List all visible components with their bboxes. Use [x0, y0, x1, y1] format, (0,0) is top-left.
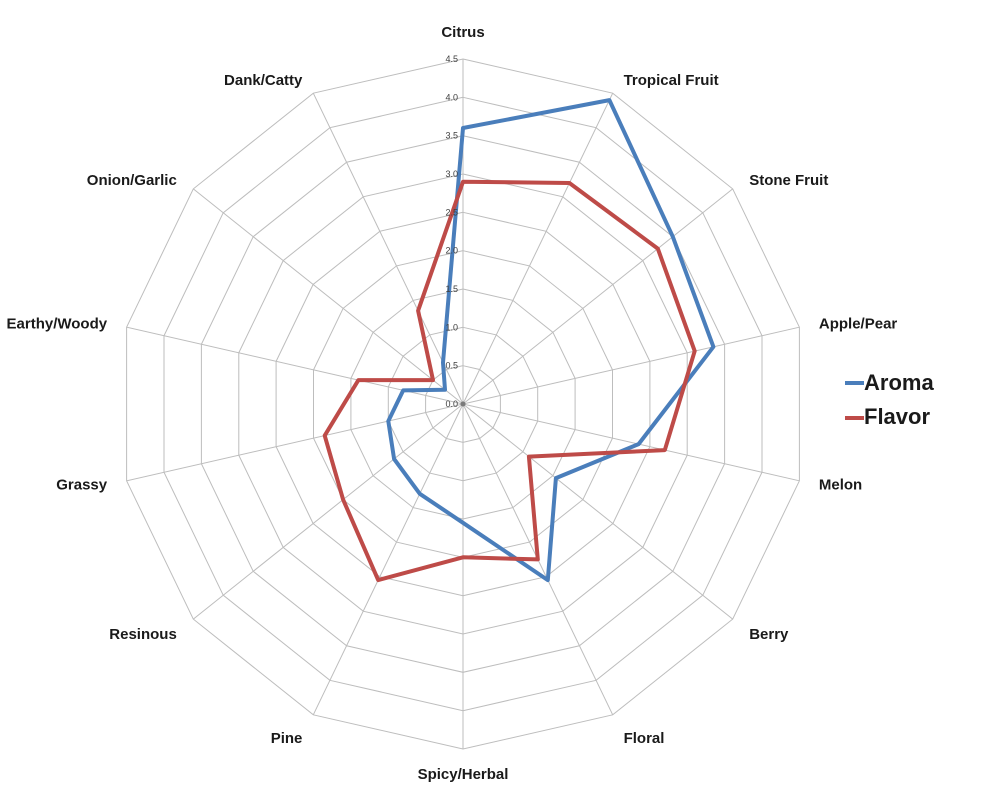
- radial-tick-label: 4.5: [445, 54, 458, 64]
- category-label-citrus: Citrus: [441, 24, 484, 41]
- category-label-pine: Pine: [271, 730, 303, 747]
- category-label-spicy-herbal: Spicy/Herbal: [418, 766, 509, 783]
- radial-tick-label: 4.0: [445, 92, 458, 102]
- category-label-apple-pear: Apple/Pear: [819, 316, 898, 333]
- category-label-floral: Floral: [624, 730, 665, 747]
- grid-spoke: [462, 403, 800, 482]
- category-label-grassy: Grassy: [56, 476, 108, 493]
- category-label-dank-catty: Dank/Catty: [224, 72, 303, 89]
- category-label-tropical-fruit: Tropical Fruit: [624, 72, 719, 89]
- radial-tick-label: 2.0: [445, 246, 458, 256]
- aroma-series-label: Aroma: [864, 370, 934, 395]
- grid-spoke: [462, 403, 734, 620]
- grid-spoke: [192, 188, 464, 405]
- radial-tick-label: 0.0: [445, 399, 458, 409]
- series-aroma-line: [386, 98, 716, 583]
- radial-tick-label: 3.0: [445, 169, 458, 179]
- category-label-resinous: Resinous: [109, 626, 177, 643]
- chart-legend: Aroma Flavor: [845, 370, 934, 431]
- grid-spoke: [462, 326, 800, 405]
- radial-axis-ticks: 0.0 0.5 1.0 1.5 2.0 2.5 3.0 3.5 4.0 4.5: [445, 54, 458, 409]
- legend-item-flavor: Flavor: [845, 404, 934, 430]
- category-label-berry: Berry: [749, 626, 789, 643]
- radial-tick-label: 2.5: [445, 207, 458, 217]
- category-label-earthy-woody: Earthy/Woody: [7, 316, 108, 333]
- grid-spoke: [462, 92, 614, 405]
- radial-tick-label: 0.5: [445, 361, 458, 371]
- center-point: [460, 401, 466, 407]
- flavor-series-label: Flavor: [864, 404, 931, 430]
- grid-spoke: [126, 326, 464, 405]
- grid-spoke: [312, 403, 464, 716]
- series-flavor-line: [322, 179, 697, 583]
- aroma-series-swatch: [845, 381, 864, 386]
- radial-tick-label: 1.0: [445, 322, 458, 332]
- category-labels: Citrus Tropical Fruit Stone Fruit Apple/Pea…: [7, 24, 898, 783]
- radial-tick-label: 3.5: [445, 131, 458, 141]
- grid-spoke: [126, 403, 464, 482]
- category-label-onion-garlic: Onion/Garlic: [87, 172, 177, 189]
- grid-spoke: [192, 403, 464, 620]
- category-label-stone-fruit: Stone Fruit: [749, 172, 828, 189]
- radar-grid: [126, 58, 800, 750]
- flavor-series-swatch: [845, 415, 864, 420]
- grid-spoke: [462, 188, 734, 405]
- category-label-melon: Melon: [819, 476, 862, 493]
- grid-spoke: [312, 92, 464, 405]
- radial-tick-label: 1.5: [445, 284, 458, 294]
- legend-item-aroma: Aroma: [845, 370, 934, 396]
